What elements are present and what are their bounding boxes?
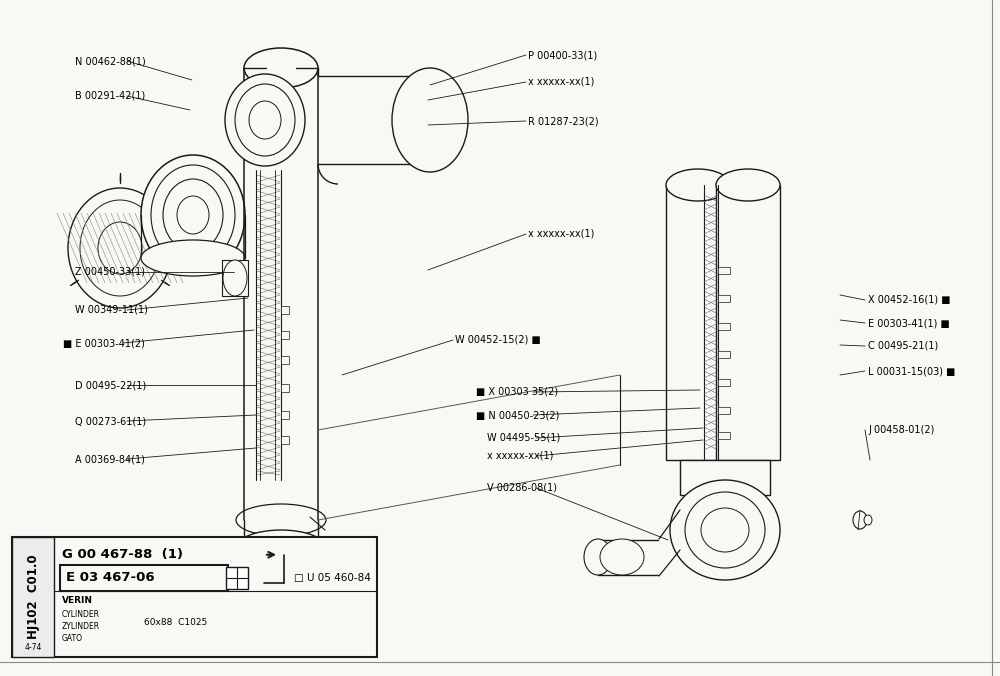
Text: ZYLINDER: ZYLINDER [62,623,100,631]
Text: x xxxxx-xx(1): x xxxxx-xx(1) [487,451,553,461]
Text: D 00495-22(1): D 00495-22(1) [75,380,146,390]
Ellipse shape [853,511,867,529]
Ellipse shape [98,222,142,274]
Text: N 00462-88(1): N 00462-88(1) [75,56,146,66]
Text: Q 00273-61(1): Q 00273-61(1) [75,416,146,426]
Bar [718,267,730,274]
Bar [281,306,289,314]
Bar [281,331,289,339]
Ellipse shape [141,155,245,275]
Ellipse shape [225,74,305,166]
Bar [716,185,780,460]
Text: X 00452-16(1) ■: X 00452-16(1) ■ [868,295,950,305]
Bar [281,436,289,444]
Text: Z 00450-33(1): Z 00450-33(1) [75,267,145,277]
Bar [718,432,730,439]
Ellipse shape [163,179,223,251]
Bar [226,566,248,589]
Ellipse shape [151,165,235,265]
Text: E 00303-41(1) ■: E 00303-41(1) ■ [868,318,950,328]
Bar [281,356,289,364]
Text: x xxxxx-xx(1): x xxxxx-xx(1) [528,229,594,239]
Bar [12,537,377,657]
Text: 60x88  C1025: 60x88 C1025 [144,619,207,627]
Bar [281,384,289,392]
Ellipse shape [584,539,612,575]
Text: L 00031-15(03) ■: L 00031-15(03) ■ [868,366,955,376]
Ellipse shape [249,101,281,139]
Ellipse shape [666,169,730,201]
Ellipse shape [236,530,326,566]
Text: ■ E 00303-41(2): ■ E 00303-41(2) [63,338,145,348]
Ellipse shape [236,504,326,536]
Ellipse shape [223,260,247,296]
Bar [718,295,730,302]
Ellipse shape [80,200,160,296]
Text: B 00291-42(1): B 00291-42(1) [75,91,145,101]
Ellipse shape [670,480,780,580]
Ellipse shape [685,492,765,568]
Text: VERIN: VERIN [62,596,93,606]
Ellipse shape [716,169,780,201]
Ellipse shape [392,68,468,172]
Text: V 00286-08(1): V 00286-08(1) [487,483,557,493]
Text: J 00458-01(2): J 00458-01(2) [868,425,934,435]
Text: P 00400-33(1): P 00400-33(1) [528,50,597,60]
Text: HJ102  C01.0: HJ102 C01.0 [26,554,40,639]
Text: W 00452-15(2) ■: W 00452-15(2) ■ [455,335,541,345]
Text: C 00495-21(1): C 00495-21(1) [868,341,938,351]
Text: GATO: GATO [62,634,83,644]
Bar [680,460,770,495]
Ellipse shape [68,188,172,308]
Bar [281,411,289,419]
Text: 4-74: 4-74 [24,643,42,652]
Text: G 00 467-88  (1): G 00 467-88 (1) [62,548,183,561]
Bar [12,537,54,657]
Text: ■ X 00303 35(2): ■ X 00303 35(2) [476,387,558,397]
Text: W 00349-11(1): W 00349-11(1) [75,305,148,315]
Bar [222,260,248,296]
Ellipse shape [235,84,295,156]
Bar [60,564,228,591]
Bar [718,407,730,414]
Ellipse shape [244,48,318,88]
Text: A 00369-84(1): A 00369-84(1) [75,454,145,464]
Text: R 01287-23(2): R 01287-23(2) [528,116,599,126]
Text: W 04495-55(1): W 04495-55(1) [487,433,560,443]
Ellipse shape [600,539,644,575]
Text: □ U 05 460-84: □ U 05 460-84 [294,573,371,583]
Bar [718,323,730,330]
Bar [718,351,730,358]
Text: E 03 467-06: E 03 467-06 [66,571,155,584]
Ellipse shape [141,240,245,276]
Text: x xxxxx-xx(1): x xxxxx-xx(1) [528,77,594,87]
Bar [718,379,730,386]
Text: CYLINDER: CYLINDER [62,610,100,619]
Ellipse shape [177,196,209,234]
Ellipse shape [864,515,872,525]
Bar [666,185,730,460]
Text: ■ N 00450-23(2): ■ N 00450-23(2) [476,410,559,420]
Ellipse shape [701,508,749,552]
